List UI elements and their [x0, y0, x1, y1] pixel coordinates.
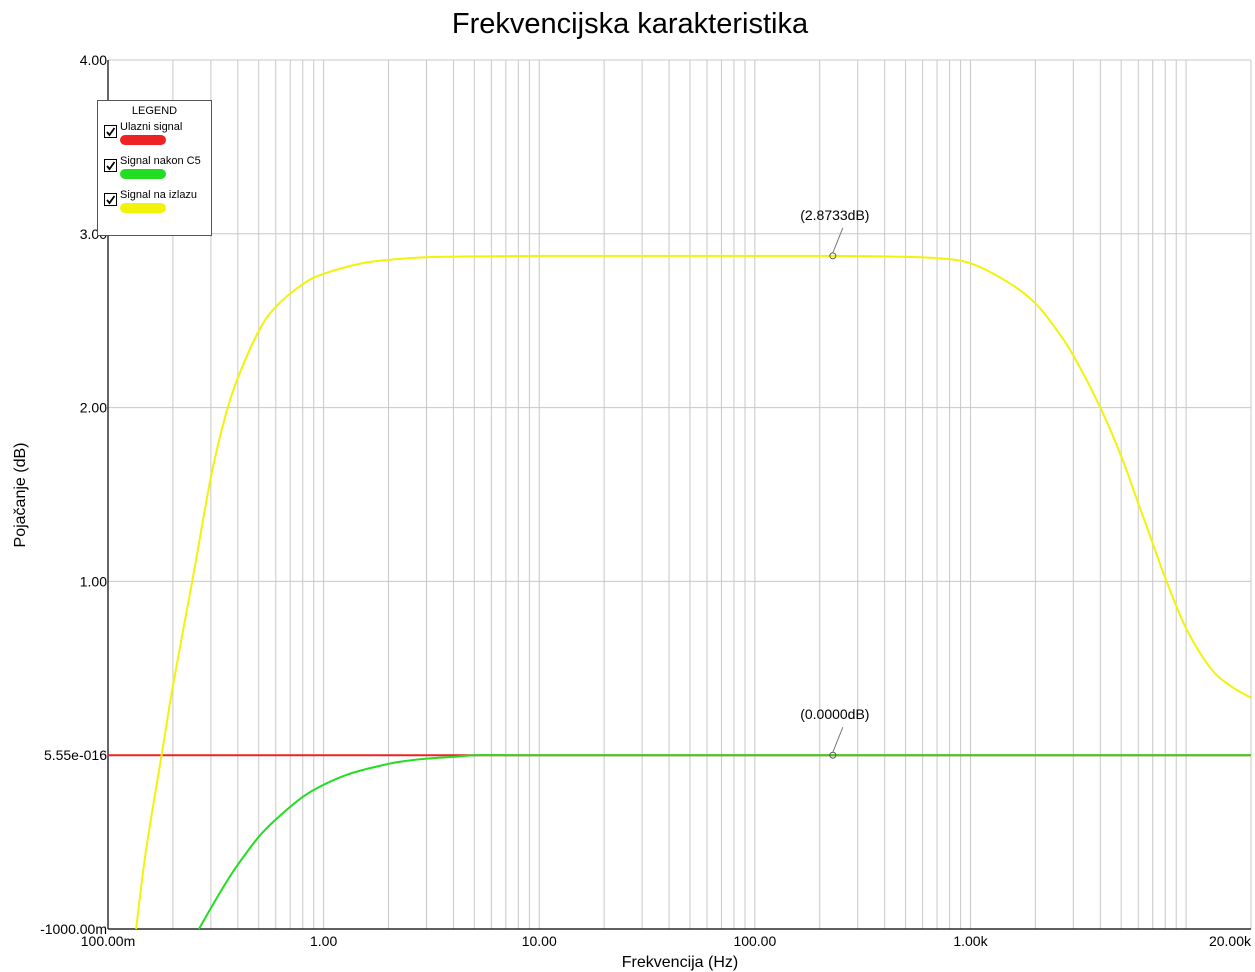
series-line-1: [198, 754, 1251, 930]
y-tick-label: 2.00: [80, 400, 107, 416]
tick-labels: -1000.00m5.55e-0161.002.003.004.00100.00…: [40, 52, 1252, 949]
series-line-2: [135, 254, 1252, 930]
y-axis-title: Pojačanje (dB): [12, 443, 29, 548]
x-tick-label: 10.00: [522, 933, 557, 949]
y-tick-label: 5.55e-016: [44, 747, 107, 763]
annotations: (2.8733dB) (0.0000dB): [800, 207, 869, 759]
legend-swatch-red: [120, 135, 166, 145]
x-axis-title: Frekvencija (Hz): [622, 954, 738, 971]
grid-lines: [107, 59, 1252, 930]
legend-swatch-green: [120, 169, 166, 179]
legend-title: LEGEND: [131, 105, 178, 117]
legend-box: LEGEND Ulazni signal Signal nakon C5 Sig…: [97, 100, 212, 236]
annotation-label: (0.0000dB): [800, 706, 869, 722]
legend-item-ulazni-signal[interactable]: Ulazni signal: [104, 121, 212, 151]
annotation-label: (2.8733dB): [800, 207, 869, 223]
legend-item-signal-nakon-c5[interactable]: Signal nakon C5: [104, 155, 212, 185]
x-tick-label: 100.00: [733, 933, 776, 949]
annotation-leader: [832, 227, 844, 254]
legend-label: Signal nakon C5: [120, 155, 201, 167]
legend-item-signal-na-izlazu[interactable]: Signal na izlazu: [104, 189, 212, 219]
x-tick-label: 20.00k: [1209, 933, 1252, 949]
legend-checkbox-signal-nakon-c5[interactable]: [104, 159, 117, 172]
y-tick-label: 4.00: [80, 52, 107, 68]
chart-title: Frekvencijska karakteristika: [451, 8, 809, 40]
axes: [107, 60, 1251, 930]
x-tick-label: 100.00m: [81, 933, 135, 949]
x-tick-label: 1.00k: [953, 933, 988, 949]
legend-checkbox-ulazni-signal[interactable]: [104, 125, 117, 138]
annotation-leader: [832, 727, 844, 753]
series-lines: [108, 254, 1252, 930]
legend-swatch-yellow: [120, 203, 166, 213]
x-tick-label: 1.00: [310, 933, 337, 949]
y-tick-label: -1000.00m: [40, 921, 107, 937]
legend-label: Signal na izlazu: [120, 189, 198, 201]
legend-checkbox-signal-na-izlazu[interactable]: [104, 193, 117, 206]
y-tick-label: 1.00: [80, 573, 107, 589]
legend-label: Ulazni signal: [120, 121, 183, 133]
